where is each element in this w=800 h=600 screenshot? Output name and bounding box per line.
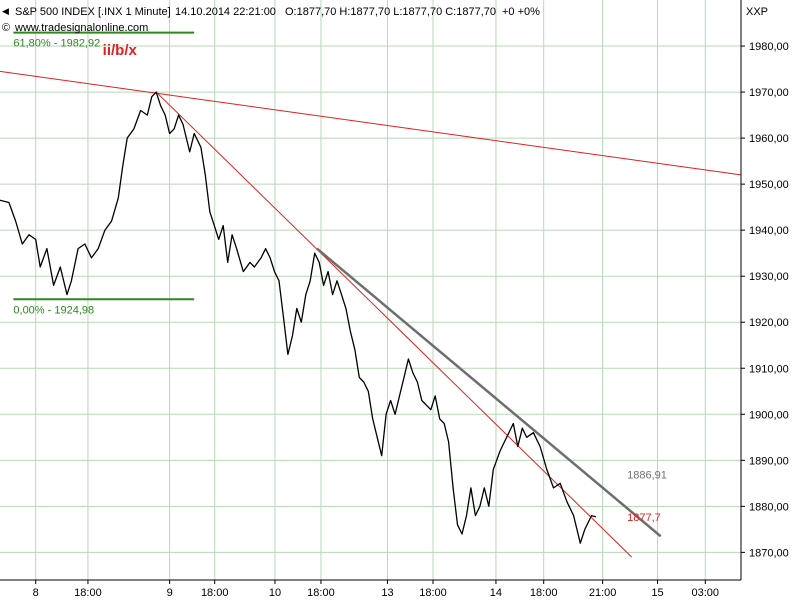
grid (0, 0, 741, 580)
x-tick-label: 13 (381, 587, 393, 599)
header-change: +0 +0% (502, 6, 540, 18)
x-tick-label: 18:00 (74, 587, 102, 599)
x-tick-label: 9 (167, 587, 173, 599)
y-tick-label: 1910,00 (749, 363, 789, 375)
header: ◀ S&P 500 INDEX [.INX 1 Minute] 14.10.20… (2, 6, 768, 34)
x-tick-label: 10 (269, 587, 281, 599)
y-tick-label: 1900,00 (749, 409, 789, 421)
y-tick-label: 1880,00 (749, 501, 789, 513)
trend-line-gray[interactable] (316, 247, 662, 538)
last-price-label: 1877,7 (627, 512, 661, 524)
fib-level-label: 61,80% - 1982,92 (13, 38, 100, 50)
copyright-icon: © (2, 22, 10, 34)
y-tick-label: 1930,00 (749, 271, 789, 283)
source-url[interactable]: www.tradesignalonline.com (14, 22, 148, 34)
wave-label: ii/b/x (103, 42, 138, 59)
trend-line-red[interactable] (155, 91, 632, 558)
x-tick-label: 18:00 (419, 587, 447, 599)
x-tick-label: 03:00 (692, 587, 720, 599)
annotations: ii/b/x 1886,91 1877,7 (103, 42, 667, 524)
y-tick-label: 1980,00 (749, 41, 789, 53)
x-tick-label: 18:00 (201, 587, 229, 599)
y-tick-label: 1920,00 (749, 317, 789, 329)
x-tick-label: 14 (490, 587, 502, 599)
header-datetime: 14.10.2014 22:21:00 (175, 6, 276, 18)
x-tick-label: 18:00 (530, 587, 558, 599)
fibonacci-levels: 61,80% - 1982,92 0,00% - 1924,98 (13, 31, 195, 316)
plot-background (0, 0, 741, 580)
menu-arrow-icon[interactable]: ◀ (2, 6, 9, 16)
x-tick-label: 8 (33, 587, 39, 599)
trend-line-red[interactable] (0, 70, 742, 176)
symbol-title: S&P 500 INDEX [.INX 1 Minute] (15, 6, 171, 18)
price-series (0, 91, 597, 544)
y-tick-label: 1970,00 (749, 87, 789, 99)
gray-line-value-label: 1886,91 (627, 470, 667, 482)
y-tick-label: 1890,00 (749, 455, 789, 467)
price-line (0, 91, 597, 544)
header-ohlc: O:1877,70 H:1877,70 L:1877,70 C:1877,70 (285, 6, 496, 18)
y-tick-label: 1950,00 (749, 179, 789, 191)
x-tick-label: 18:00 (307, 587, 335, 599)
exchange-label: XXP (746, 6, 768, 18)
x-tick-label: 21:00 (589, 587, 617, 599)
fib-level-label: 0,00% - 1924,98 (13, 304, 94, 316)
y-tick-label: 1870,00 (749, 547, 789, 559)
x-tick-label: 15 (651, 587, 663, 599)
y-tick-label: 1960,00 (749, 133, 789, 145)
x-axis-ticks: 8 18:00 9 18:00 10 18:00 13 18:00 14 18:00 21:00 15… (33, 580, 719, 599)
y-axis-ticks: 1870,00 1880,00 1890,00 1900,00 1910,00 1920,… (741, 41, 789, 559)
y-tick-label: 1940,00 (749, 225, 789, 237)
trend-lines (0, 70, 742, 558)
